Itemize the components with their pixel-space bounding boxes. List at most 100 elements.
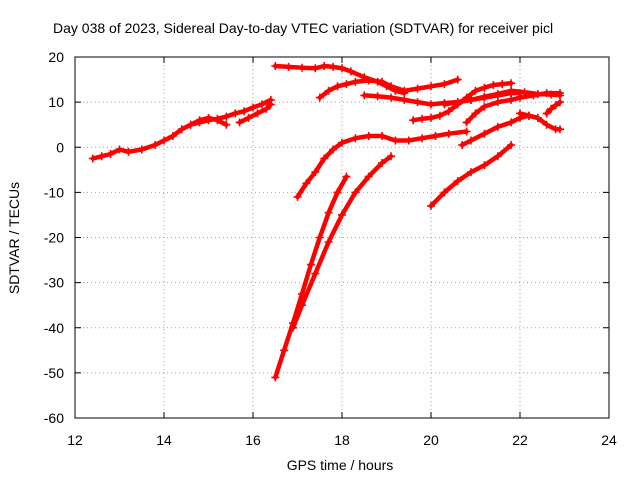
data-point-marker	[315, 233, 324, 242]
data-point-marker	[440, 188, 449, 197]
series-layer	[88, 62, 564, 382]
data-point-marker	[471, 86, 480, 95]
chart-title: Day 038 of 2023, Sidereal Day-to-day VTE…	[53, 20, 553, 36]
data-point-marker	[418, 114, 427, 123]
data-point-marker	[444, 107, 453, 116]
y-tick-label: 0	[56, 139, 64, 155]
data-point-marker	[387, 82, 395, 91]
x-tick-label: 20	[423, 432, 439, 448]
data-point-marker	[467, 168, 475, 177]
data-point-marker	[244, 113, 253, 122]
data-point-marker	[467, 136, 475, 145]
data-point-marker	[471, 109, 480, 118]
data-point-marker	[378, 132, 386, 140]
x-tick-label: 18	[334, 432, 350, 448]
data-point-marker	[298, 63, 306, 72]
series-arc-16	[289, 152, 395, 332]
data-point-marker	[280, 346, 289, 355]
data-point-marker	[324, 238, 333, 246]
data-point-marker	[387, 152, 395, 161]
data-point-marker	[378, 77, 386, 86]
data-point-marker	[235, 118, 244, 127]
data-point-marker	[97, 152, 106, 161]
data-point-marker	[262, 104, 271, 113]
data-point-marker	[480, 161, 489, 170]
data-point-marker	[151, 141, 160, 149]
data-point-marker	[324, 208, 333, 217]
data-point-marker	[240, 107, 249, 116]
data-point-marker	[324, 86, 333, 95]
data-point-marker	[293, 192, 302, 201]
data-point-marker	[400, 95, 409, 104]
data-point-marker	[489, 81, 498, 89]
data-point-marker	[516, 93, 524, 102]
data-point-marker	[231, 109, 240, 118]
data-point-marker	[542, 89, 551, 98]
data-point-marker	[333, 82, 342, 91]
data-point-marker	[427, 100, 435, 109]
data-point-marker	[342, 80, 351, 89]
data-point-marker	[480, 129, 489, 138]
series-arc-5	[315, 75, 462, 102]
data-point-marker	[413, 98, 422, 107]
data-point-marker	[556, 125, 564, 134]
tick-layer	[74, 56, 610, 419]
data-point-marker	[378, 159, 386, 167]
data-point-marker	[533, 113, 542, 122]
data-point-marker	[351, 77, 360, 86]
data-point-marker	[364, 76, 373, 85]
data-point-marker	[542, 109, 551, 118]
series-arc-3	[235, 100, 275, 127]
data-point-marker	[284, 62, 293, 71]
grid-layer	[75, 57, 609, 418]
data-point-marker	[306, 260, 315, 269]
data-point-marker	[431, 132, 440, 140]
data-point-marker	[266, 100, 275, 109]
series-arc-10	[542, 98, 564, 118]
data-point-marker	[542, 120, 551, 129]
data-point-marker	[124, 147, 133, 156]
data-point-marker	[453, 177, 462, 186]
y-tick-label: -30	[44, 275, 64, 291]
data-point-marker	[311, 269, 320, 278]
data-point-marker	[444, 129, 453, 138]
data-point-marker	[329, 145, 338, 154]
data-point-marker	[186, 120, 195, 129]
data-point-marker	[213, 116, 222, 125]
data-point-marker	[222, 112, 231, 121]
x-axis-title: GPS time / hours	[287, 457, 394, 473]
series-arc-12	[516, 109, 542, 122]
data-point-marker	[320, 154, 329, 163]
data-point-marker	[387, 93, 395, 102]
data-point-marker	[556, 89, 564, 98]
data-point-marker	[168, 132, 177, 140]
data-point-marker	[253, 109, 262, 118]
data-point-marker	[462, 127, 471, 136]
data-point-marker	[311, 64, 320, 73]
data-point-marker	[351, 188, 360, 197]
y-tick-label: -60	[44, 410, 64, 426]
data-point-marker	[137, 145, 146, 154]
data-point-marker	[160, 136, 168, 145]
data-point-marker	[404, 136, 413, 145]
series-arc-14	[427, 141, 516, 210]
data-point-marker	[480, 92, 489, 101]
data-point-marker	[249, 103, 257, 112]
data-point-marker	[547, 104, 556, 113]
data-point-marker	[289, 323, 297, 332]
data-point-marker	[453, 98, 462, 107]
data-point-marker	[204, 113, 213, 122]
data-point-marker	[493, 90, 502, 98]
data-point-marker	[257, 100, 266, 109]
data-point-marker	[440, 80, 449, 89]
data-point-marker	[453, 75, 462, 84]
data-point-marker	[551, 101, 560, 110]
data-point-marker	[351, 134, 360, 143]
data-point-marker	[177, 125, 186, 134]
y-tick-label: -50	[44, 365, 64, 381]
data-point-marker	[440, 100, 449, 109]
data-point-marker	[480, 83, 489, 92]
data-point-marker	[516, 109, 524, 118]
data-point-marker	[400, 86, 409, 95]
